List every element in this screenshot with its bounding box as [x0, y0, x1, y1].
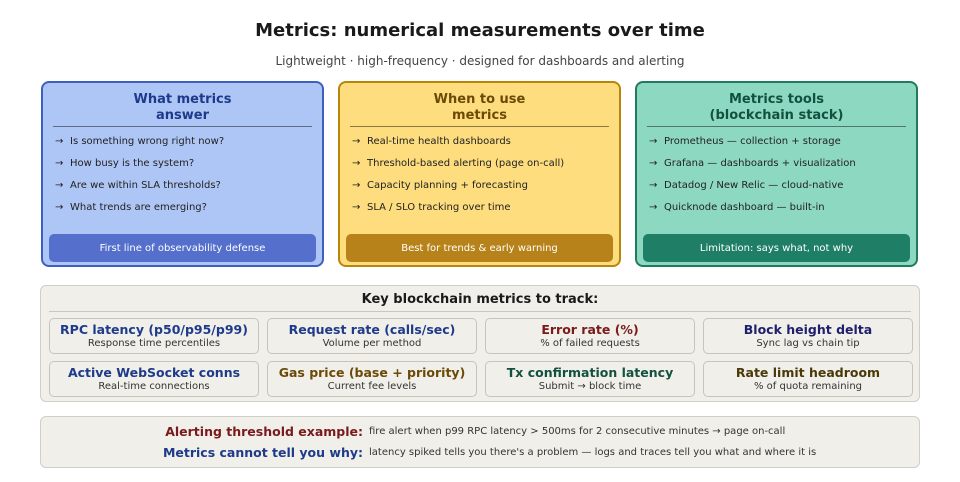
alert-why-label: Metrics cannot tell you why:: [162, 445, 363, 460]
list-item-text: Quicknode dashboard — built-in: [664, 202, 825, 213]
card-title: When to use metrics: [350, 92, 609, 124]
arrow-icon: →: [55, 136, 64, 147]
arrow-icon: →: [352, 136, 361, 147]
metric-name: Error rate (%): [541, 322, 639, 337]
list-item-text: Are we within SLA thresholds?: [70, 180, 221, 191]
card-title-line2: metrics: [452, 108, 507, 123]
card-title: What metrics answer: [53, 92, 312, 124]
metric-tile-block-height-delta: Block height delta Sync lag vs chain tip: [703, 318, 913, 354]
list-item-text: Is something wrong right now?: [70, 136, 225, 147]
list-item-text: Grafana — dashboards + visualization: [664, 158, 856, 169]
arrow-icon: →: [649, 202, 658, 213]
metric-name: Active WebSocket conns: [67, 365, 241, 380]
arrow-icon: →: [352, 180, 361, 191]
card-title-line2: (blockchain stack): [709, 108, 844, 123]
alerting-panel: Alerting threshold example: fire alert w…: [40, 416, 920, 468]
metric-tile-gas-price: Gas price (base + priority) Current fee …: [267, 361, 477, 397]
arrow-icon: →: [55, 180, 64, 191]
key-metrics-panel: Key blockchain metrics to track: RPC lat…: [40, 285, 920, 402]
metric-name: Gas price (base + priority): [278, 365, 466, 380]
metric-name: Request rate (calls/sec): [288, 322, 456, 337]
arrow-icon: →: [352, 202, 361, 213]
list-item: → Grafana — dashboards + visualization: [649, 157, 908, 179]
arrow-icon: →: [649, 136, 658, 147]
metric-name: Rate limit headroom: [735, 365, 881, 380]
metric-name: RPC latency (p50/p95/p99): [60, 322, 248, 337]
card-title-line1: When to use: [433, 92, 526, 107]
list-item: → Are we within SLA thresholds?: [55, 179, 314, 201]
card-divider: [350, 126, 609, 127]
page-subtitle: Lightweight · high-frequency · designed …: [275, 54, 685, 68]
alert-example-text: fire alert when p99 RPC latency > 500ms …: [369, 426, 786, 437]
list-item: → Real-time health dashboards: [352, 135, 611, 157]
card-footer: First line of observability defense: [49, 234, 316, 262]
card-divider: [53, 126, 312, 127]
metric-desc: Volume per method: [322, 338, 422, 349]
card-divider: [647, 126, 906, 127]
card-list: → Is something wrong right now? → How busy…: [55, 135, 314, 223]
alert-why-row: Metrics cannot tell you why: latency spi…: [41, 445, 921, 463]
list-item-text: Prometheus — collection + storage: [664, 136, 841, 147]
panel-divider: [49, 311, 911, 312]
alert-example-label: Alerting threshold example:: [165, 424, 363, 439]
metric-desc: Real-time connections: [98, 381, 210, 392]
card-title-line1: Metrics tools: [728, 92, 825, 107]
card-title-line1: What metrics: [133, 92, 232, 107]
metric-tile-error-rate: Error rate (%) % of failed requests: [485, 318, 695, 354]
arrow-icon: →: [649, 180, 658, 191]
card-title-line2: answer: [155, 108, 209, 123]
arrow-icon: →: [649, 158, 658, 169]
list-item-text: What trends are emerging?: [70, 202, 207, 213]
alert-example-row: Alerting threshold example: fire alert w…: [41, 424, 921, 442]
list-item: → What trends are emerging?: [55, 201, 314, 223]
metric-name: Tx confirmation latency: [506, 365, 674, 380]
metric-tile-websocket-conns: Active WebSocket conns Real-time connect…: [49, 361, 259, 397]
page-title: Metrics: numerical measurements over tim…: [255, 20, 705, 41]
metric-desc: Sync lag vs chain tip: [756, 338, 860, 349]
list-item: → Quicknode dashboard — built-in: [649, 201, 908, 223]
list-item: → Is something wrong right now?: [55, 135, 314, 157]
list-item-text: Threshold-based alerting (page on-call): [367, 158, 565, 169]
arrow-icon: →: [55, 158, 64, 169]
metric-name: Block height delta: [743, 322, 873, 337]
list-item-text: Datadog / New Relic — cloud-native: [664, 180, 844, 191]
list-item: → Threshold-based alerting (page on-call): [352, 157, 611, 179]
metric-desc: % of failed requests: [540, 338, 640, 349]
metric-tile-request-rate: Request rate (calls/sec) Volume per meth…: [267, 318, 477, 354]
list-item: → Datadog / New Relic — cloud-native: [649, 179, 908, 201]
metric-desc: Current fee levels: [327, 381, 417, 392]
card-footer: Limitation: says what, not why: [643, 234, 910, 262]
list-item-text: Capacity planning + forecasting: [367, 180, 528, 191]
list-item-text: SLA / SLO tracking over time: [367, 202, 511, 213]
list-item: → SLA / SLO tracking over time: [352, 201, 611, 223]
metric-tile-rate-limit-headroom: Rate limit headroom % of quota remaining: [703, 361, 913, 397]
list-item-text: Real-time health dashboards: [367, 136, 511, 147]
card-title: Metrics tools (blockchain stack): [647, 92, 906, 124]
card-what-metrics-answer: What metrics answer → Is something wrong …: [41, 81, 324, 267]
metric-tile-tx-confirmation-latency: Tx confirmation latency Submit → block t…: [485, 361, 695, 397]
alert-why-text: latency spiked tells you there's a probl…: [369, 447, 817, 458]
metric-tile-rpc-latency: RPC latency (p50/p95/p99) Response time …: [49, 318, 259, 354]
metric-desc: Submit → block time: [538, 381, 642, 392]
list-item: → Capacity planning + forecasting: [352, 179, 611, 201]
card-list: → Prometheus — collection + storage → Graf…: [649, 135, 908, 223]
card-metrics-tools: Metrics tools (blockchain stack) → Promet…: [635, 81, 918, 267]
list-item: → Prometheus — collection + storage: [649, 135, 908, 157]
list-item-text: How busy is the system?: [70, 158, 195, 169]
arrow-icon: →: [352, 158, 361, 169]
card-list: → Real-time health dashboards → Threshold-…: [352, 135, 611, 223]
list-item: → How busy is the system?: [55, 157, 314, 179]
card-when-to-use-metrics: When to use metrics → Real-time health da…: [338, 81, 621, 267]
card-footer: Best for trends & early warning: [346, 234, 613, 262]
metric-desc: % of quota remaining: [753, 381, 863, 392]
arrow-icon: →: [55, 202, 64, 213]
metric-desc: Response time percentiles: [87, 338, 221, 349]
key-metrics-title: Key blockchain metrics to track:: [361, 292, 599, 307]
